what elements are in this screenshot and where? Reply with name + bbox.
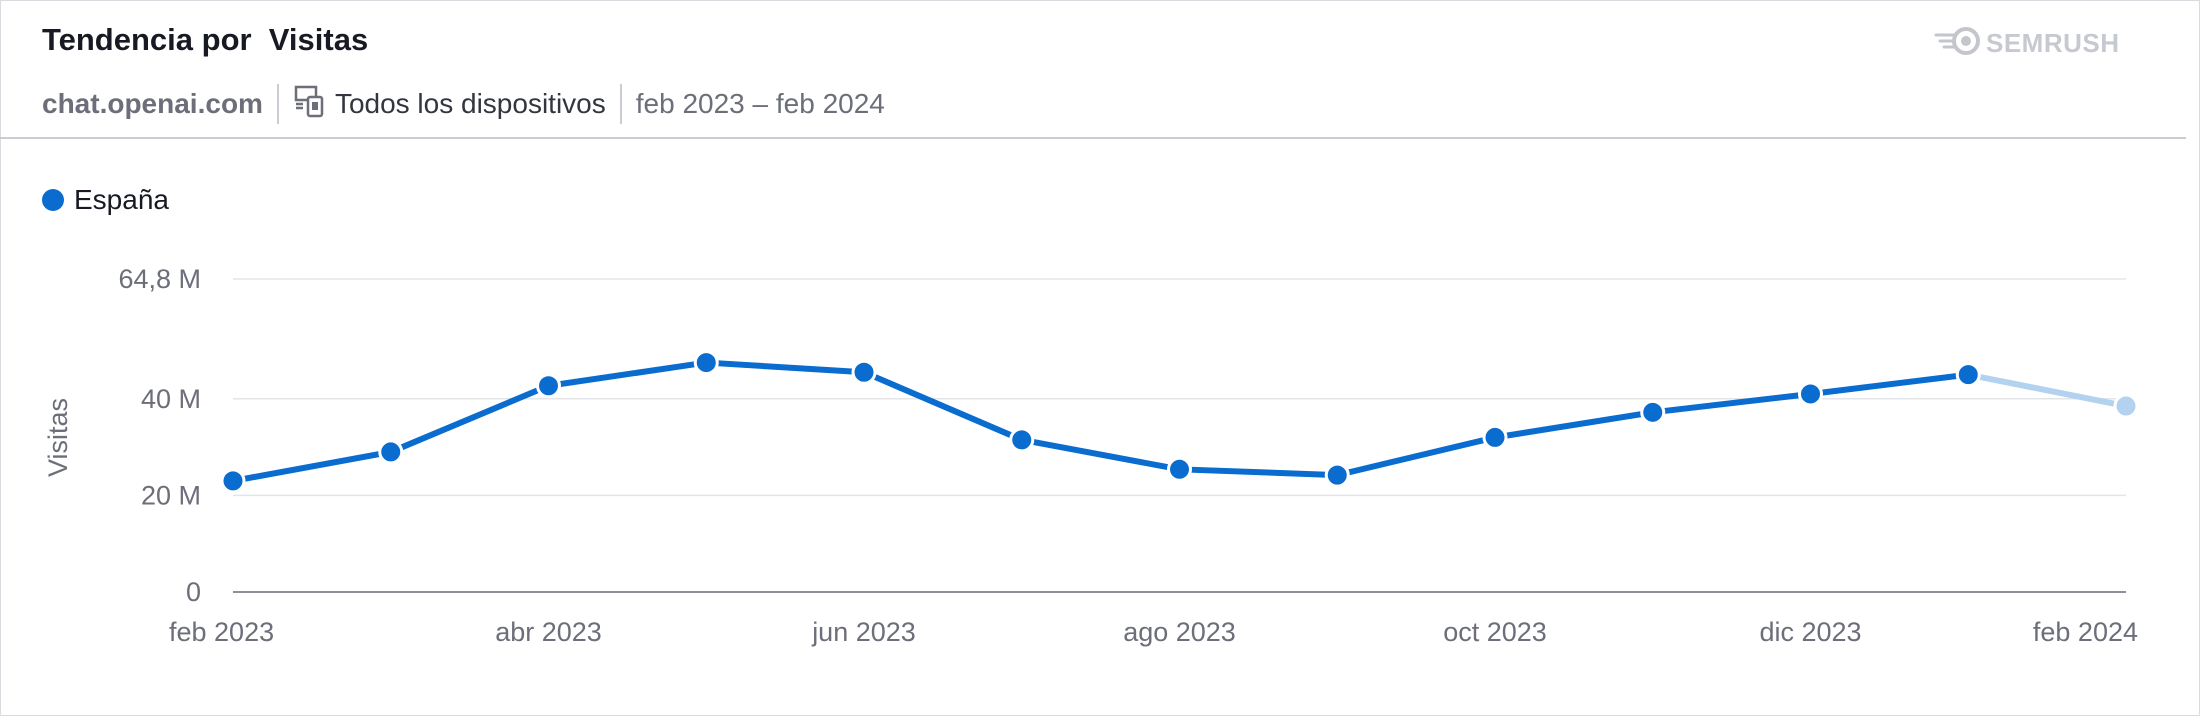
data-point: [378, 439, 404, 465]
data-point: [1798, 381, 1823, 407]
x-tick-label: abr 2023: [495, 617, 602, 647]
x-tick-label: ago 2023: [1123, 617, 1236, 647]
y-axis-title: Visitas: [43, 398, 73, 477]
device-filter[interactable]: Todos los dispositivos: [293, 84, 606, 125]
header-divider: [0, 137, 2186, 139]
y-tick-label: 20 M: [141, 480, 201, 510]
devices-icon: [293, 84, 335, 125]
data-point: [1955, 362, 1981, 388]
data-point: [1009, 427, 1035, 453]
legend-marker: [42, 189, 64, 211]
y-tick-label: 40 M: [141, 384, 201, 414]
x-tick-label: dic 2023: [1759, 617, 1861, 647]
y-tick-label: 64,8 M: [118, 264, 201, 294]
x-tick-label: feb 2023: [169, 617, 274, 647]
semrush-fireball-icon: [1934, 26, 1982, 61]
separator: [276, 84, 279, 124]
semrush-logo-text: SEMRUSH: [1986, 28, 2120, 58]
x-tick-label: feb 2024: [2033, 617, 2138, 647]
x-tick-label: oct 2023: [1443, 617, 1547, 647]
data-point: [1324, 462, 1350, 488]
data-point: [851, 359, 877, 385]
legend-label: España: [74, 184, 169, 215]
semrush-logo: SEMRUSH: [1934, 26, 2120, 61]
series-line: [230, 359, 1972, 484]
chart-title: Tendencia por Visitas: [42, 22, 369, 57]
domain-label[interactable]: chat.openai.com: [42, 88, 263, 119]
separator: [619, 84, 622, 124]
data-point: [1640, 399, 1666, 425]
data-point: [1482, 424, 1508, 450]
data-point: [1167, 456, 1192, 482]
chart-legend[interactable]: España: [42, 184, 169, 216]
date-range-label[interactable]: feb 2023 – feb 2024: [635, 88, 885, 119]
data-point: [536, 373, 561, 399]
y-tick-label: 0: [186, 577, 201, 607]
device-filter-label: Todos los dispositivos: [334, 88, 606, 119]
data-point: [220, 468, 246, 494]
data-point: [693, 350, 719, 376]
data-point-estimate: [2113, 393, 2139, 419]
x-tick-label: jun 2023: [811, 617, 916, 647]
series-line-estimate: [1965, 371, 2129, 410]
report-subheader: chat.openai.com Todos los dispositivos f…: [42, 84, 885, 124]
